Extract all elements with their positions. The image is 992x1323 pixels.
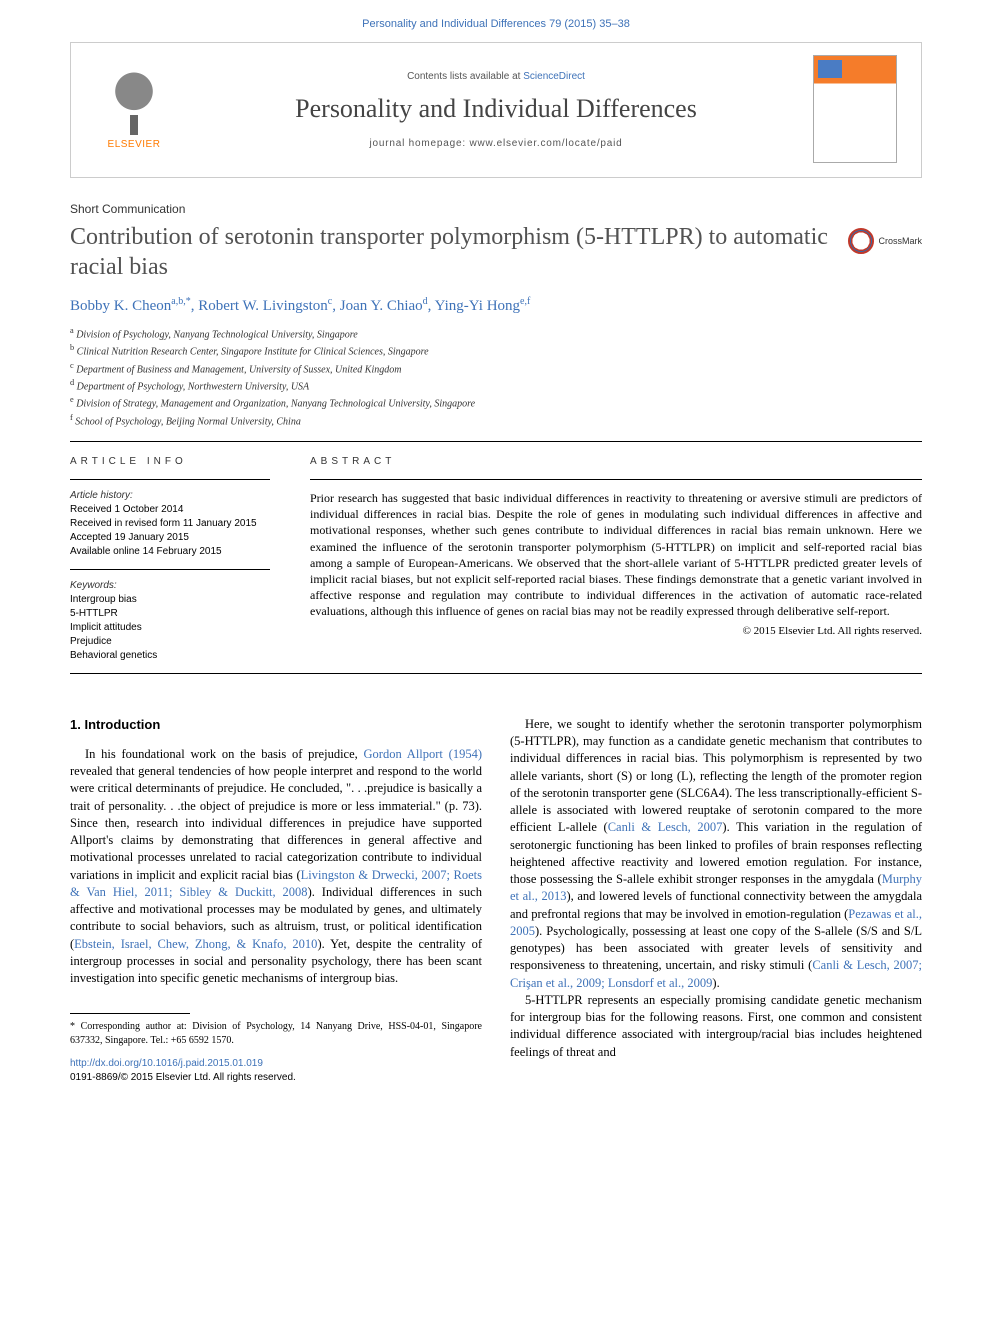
cite-ebstein[interactable]: Ebstein, Israel, Chew, Zhong, & Knafo, 2…: [74, 937, 317, 951]
authors-line: Bobby K. Cheona,b,*, Robert W. Livingsto…: [70, 296, 922, 315]
keyword-1: Intergroup bias: [70, 593, 270, 607]
author-3: , Joan Y. Chiao: [332, 298, 422, 314]
author-4: , Ying-Yi Hong: [428, 298, 520, 314]
history-3: Accepted 19 January 2015: [70, 531, 270, 545]
affiliation-e: e Division of Strategy, Management and O…: [70, 394, 922, 411]
intro-p3: 5-HTTLPR represents an especially promis…: [510, 992, 922, 1061]
cite-canli-1[interactable]: Canli & Lesch, 2007: [608, 820, 723, 834]
journal-homepage-url[interactable]: www.elsevier.com/locate/paid: [470, 138, 623, 149]
citation-text: Personality and Individual Differences 7…: [362, 18, 630, 30]
keyword-2: 5-HTTLPR: [70, 607, 270, 621]
intro-p1: In his foundational work on the basis of…: [70, 746, 482, 988]
affiliation-c: c Department of Business and Management,…: [70, 360, 922, 377]
keywords-label: Keywords:: [70, 580, 270, 591]
running-head: Personality and Individual Differences 7…: [0, 0, 992, 42]
affiliations: a Division of Psychology, Nanyang Techno…: [70, 325, 922, 429]
contents-line: Contents lists available at ScienceDirec…: [189, 71, 803, 82]
footnote-rule: [70, 1013, 190, 1014]
crossmark-icon: [848, 228, 874, 254]
intro-p2: Here, we sought to identify whether the …: [510, 716, 922, 992]
body-col-left: 1. Introduction In his foundational work…: [70, 716, 482, 1085]
publisher-label: ELSEVIER: [108, 139, 161, 150]
keyword-4: Prejudice: [70, 635, 270, 649]
abstract-block: ABSTRACT Prior research has suggested th…: [310, 456, 922, 663]
journal-name: Personality and Individual Differences: [189, 94, 803, 124]
article-type: Short Communication: [70, 202, 922, 216]
abstract-heading: ABSTRACT: [310, 456, 922, 467]
info-heading: ARTICLE INFO: [70, 456, 270, 467]
article-info: ARTICLE INFO Article history: Received 1…: [70, 456, 270, 663]
body-text: 1. Introduction In his foundational work…: [70, 716, 922, 1085]
abstract-copyright: © 2015 Elsevier Ltd. All rights reserved…: [310, 625, 922, 637]
journal-banner: ELSEVIER Contents lists available at Sci…: [70, 42, 922, 178]
crossmark-label: CrossMark: [878, 236, 922, 246]
history-2: Received in revised form 11 January 2015: [70, 517, 270, 531]
info-rule-1: [70, 479, 270, 480]
homepage-line: journal homepage: www.elsevier.com/locat…: [189, 138, 803, 149]
affiliation-d: d Department of Psychology, Northwestern…: [70, 377, 922, 394]
author-1: Bobby K. Cheon: [70, 298, 171, 314]
info-rule-2: [70, 569, 270, 570]
crossmark-badge[interactable]: CrossMark: [848, 228, 922, 254]
cover-thumb-wrap: [813, 55, 903, 165]
history-4: Available online 14 February 2015: [70, 545, 270, 559]
doi-link[interactable]: http://dx.doi.org/10.1016/j.paid.2015.01…: [70, 1057, 482, 1071]
issn-copyright: 0191-8869/© 2015 Elsevier Ltd. All right…: [70, 1071, 482, 1085]
affiliation-f: f School of Psychology, Beijing Normal U…: [70, 412, 922, 429]
doi-block: http://dx.doi.org/10.1016/j.paid.2015.01…: [70, 1057, 482, 1085]
author-2: , Robert W. Livingston: [191, 298, 328, 314]
affiliation-a: a Division of Psychology, Nanyang Techno…: [70, 325, 922, 342]
article-title: Contribution of serotonin transporter po…: [70, 222, 832, 282]
journal-cover-icon: [813, 55, 897, 163]
abstract-text: Prior research has suggested that basic …: [310, 490, 922, 620]
sciencedirect-link[interactable]: ScienceDirect: [523, 71, 585, 82]
history-label: Article history:: [70, 490, 270, 501]
keyword-3: Implicit attitudes: [70, 621, 270, 635]
corresponding-footnote: * Corresponding author at: Division of P…: [70, 1020, 482, 1047]
history-1: Received 1 October 2014: [70, 503, 270, 517]
elsevier-tree-icon: [107, 71, 161, 129]
keyword-5: Behavioral genetics: [70, 649, 270, 663]
section-heading-intro: 1. Introduction: [70, 716, 482, 734]
body-col-right: Here, we sought to identify whether the …: [510, 716, 922, 1085]
rule-bottom: [70, 673, 922, 674]
cite-allport[interactable]: Gordon Allport (1954): [364, 747, 482, 761]
abstract-rule: [310, 479, 922, 480]
publisher-block: ELSEVIER: [89, 71, 179, 150]
banner-center: Contents lists available at ScienceDirec…: [179, 71, 813, 149]
affiliation-b: b Clinical Nutrition Research Center, Si…: [70, 342, 922, 359]
